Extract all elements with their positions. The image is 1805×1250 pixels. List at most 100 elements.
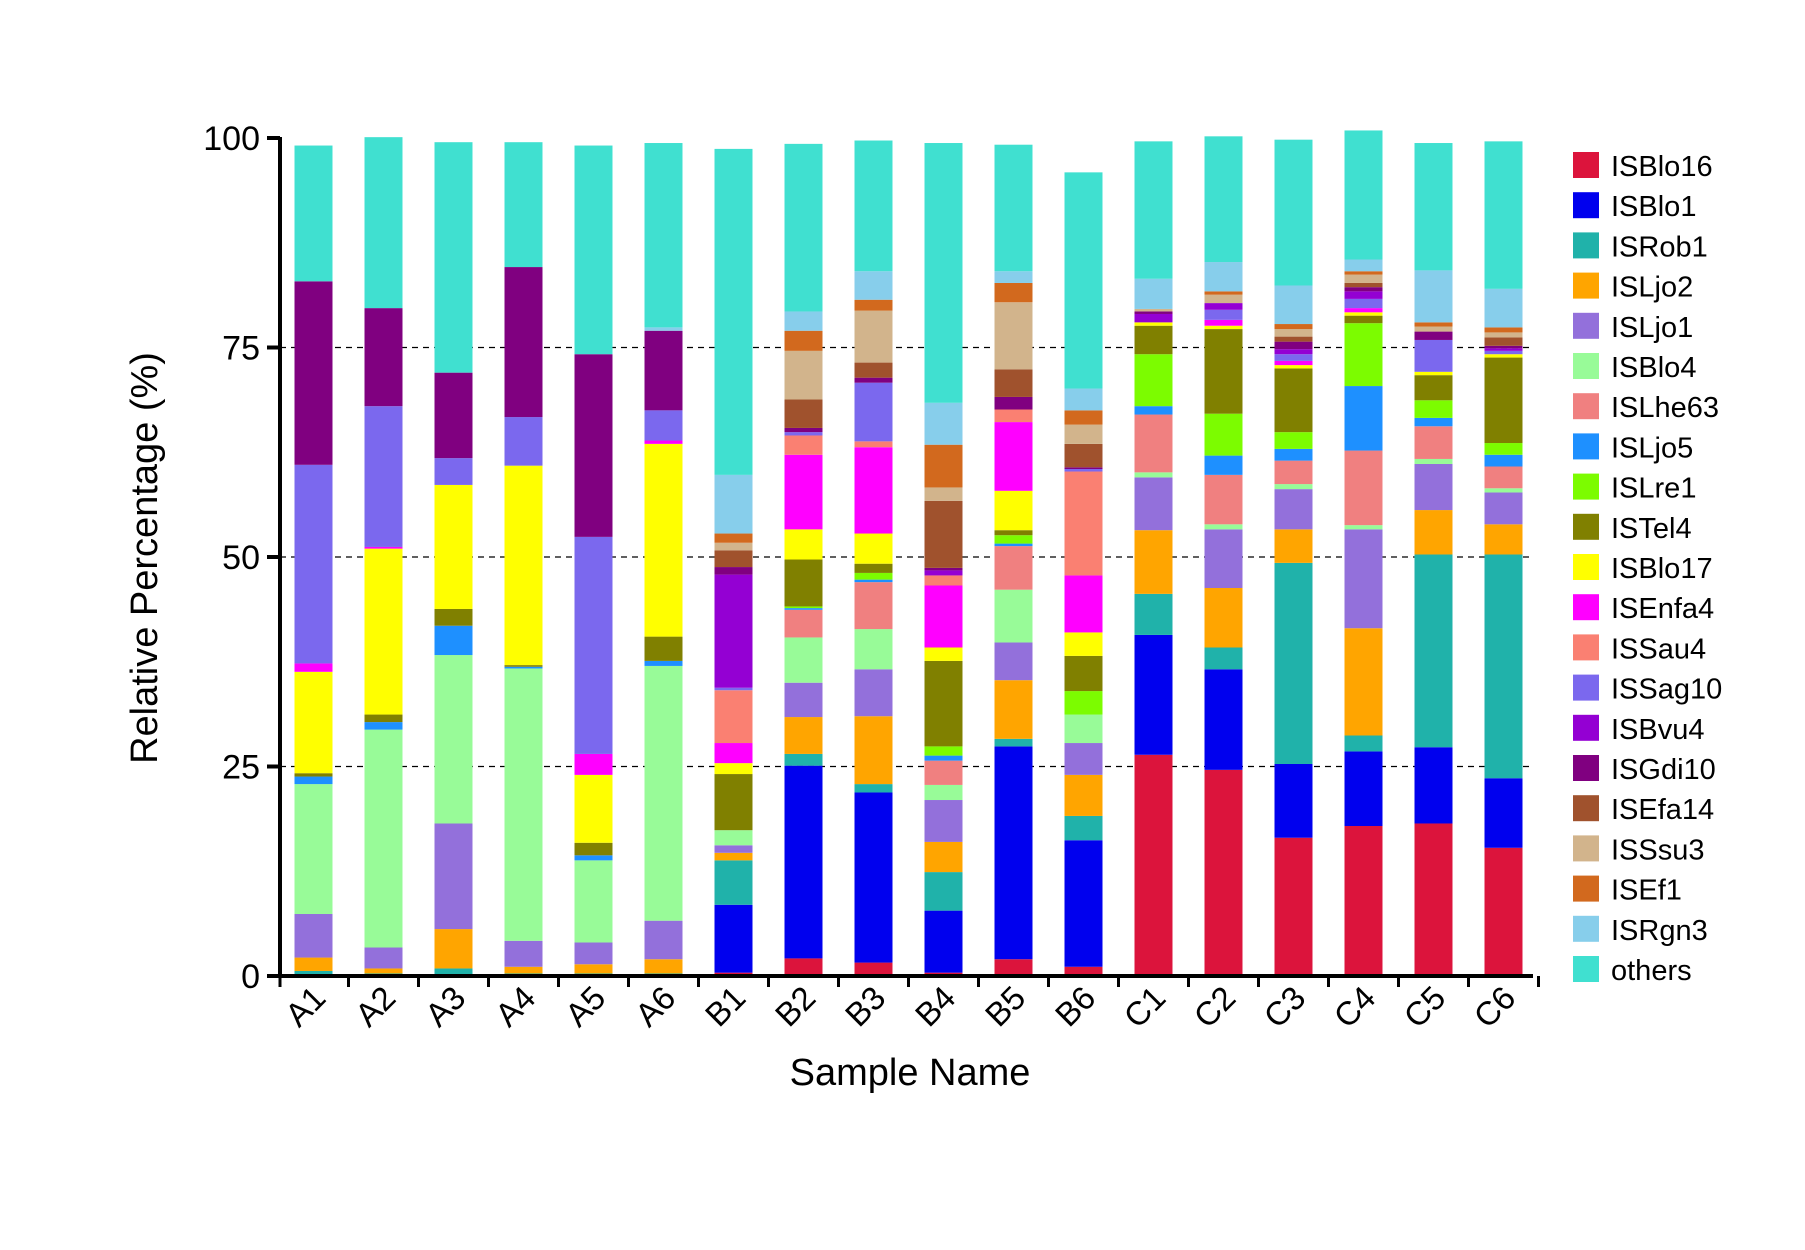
bar-segment	[714, 574, 753, 688]
bar-stack	[854, 140, 893, 976]
bar-segment	[1344, 298, 1383, 309]
bar-segment	[504, 142, 543, 268]
bar-segment	[574, 536, 613, 754]
bar-segment	[364, 947, 403, 969]
legend-label: others	[1611, 955, 1692, 987]
bar-segment	[714, 743, 753, 764]
bar-segment	[504, 668, 543, 941]
bar-segment	[1414, 463, 1453, 511]
bar-segment	[784, 311, 823, 331]
bar-segment	[854, 716, 893, 785]
bar-segment	[1274, 529, 1313, 563]
bar-segment	[1204, 319, 1243, 326]
bar-segment	[1134, 634, 1173, 755]
bar-segment	[784, 143, 823, 312]
bar-segment	[714, 774, 753, 831]
bar-segment	[1344, 825, 1383, 976]
bar-stack	[994, 144, 1033, 976]
bar-segment	[1064, 424, 1103, 444]
legend-item: ISLhe63	[1573, 392, 1719, 424]
bar-segment	[434, 484, 473, 609]
bar-segment	[854, 382, 893, 442]
bar-segment	[854, 271, 893, 300]
bar-segment	[854, 792, 893, 963]
bar-segment	[1064, 471, 1103, 576]
bar-segment	[574, 964, 613, 974]
legend-item: ISGdi10	[1573, 754, 1716, 786]
bar-stack	[574, 145, 613, 976]
bar-segment	[924, 660, 963, 747]
bar-segment	[1414, 426, 1453, 459]
bar-stack	[1204, 136, 1243, 976]
bar-segment	[1064, 467, 1103, 470]
bar-segment	[784, 753, 823, 766]
bar-segment	[854, 579, 893, 583]
bar-segment	[1344, 291, 1383, 299]
bar-segment	[574, 842, 613, 856]
bar-segment	[1134, 322, 1173, 326]
bar-segment	[784, 330, 823, 351]
bar-segment	[994, 680, 1033, 739]
bar-segment	[1064, 966, 1103, 976]
bar-segment	[504, 973, 543, 975]
bar-segment	[294, 784, 333, 914]
x-tick-label: B1	[698, 979, 753, 1034]
bar-segment	[574, 973, 613, 975]
bar-segment	[854, 582, 893, 630]
bar-segment	[644, 327, 683, 331]
bar-segment	[924, 444, 963, 488]
bar-segment	[1484, 348, 1523, 351]
bar-segment	[924, 760, 963, 785]
bar-segment	[994, 396, 1033, 410]
bar-segment	[1414, 823, 1453, 976]
x-tick-label: A5	[558, 979, 613, 1034]
legend-label: ISTel4	[1611, 513, 1692, 545]
bar-segment	[1414, 331, 1453, 340]
legend-swatch	[1573, 473, 1599, 500]
bar-segment	[294, 957, 333, 971]
bar-segment	[854, 299, 893, 311]
bar-segment	[1064, 575, 1103, 633]
bar-segment	[1134, 593, 1173, 635]
legend-item: ISSag10	[1573, 674, 1722, 706]
bar-segment	[1204, 413, 1243, 456]
bar-segment	[1274, 285, 1313, 325]
bar-segment	[434, 625, 473, 656]
bar-segment	[644, 959, 683, 974]
x-tick-label: C6	[1466, 979, 1522, 1035]
bar-segment	[644, 660, 683, 666]
bar-segment	[294, 464, 333, 664]
bar-segment	[1344, 315, 1383, 324]
legend-swatch	[1573, 634, 1599, 661]
bar-segment	[1204, 455, 1243, 475]
bar-segment	[1204, 647, 1243, 670]
legend-label: ISLjo5	[1611, 432, 1693, 464]
bar-segment	[784, 432, 823, 436]
legend-label: ISSau4	[1611, 633, 1706, 665]
legend-label: ISBlo16	[1611, 151, 1713, 183]
legend-label: ISBvu4	[1611, 714, 1705, 746]
bar-segment	[574, 860, 613, 943]
legend-swatch	[1573, 353, 1599, 379]
legend-item: ISEfa14	[1573, 794, 1714, 826]
bar-segment	[714, 550, 753, 568]
bar-segment	[644, 636, 683, 661]
bar-stack	[364, 137, 403, 976]
bar-segment	[714, 845, 753, 853]
bar-stack	[1134, 141, 1173, 976]
bar-segment	[1484, 492, 1523, 525]
legend-swatch	[1573, 513, 1599, 540]
legend-label: ISBlo4	[1611, 352, 1696, 384]
legend-swatch	[1573, 875, 1599, 902]
legend-item: ISBlo16	[1573, 151, 1713, 183]
bar-segment	[1274, 354, 1313, 361]
bar-segment	[714, 852, 753, 861]
legend-swatch	[1573, 835, 1599, 862]
bar-segment	[1414, 270, 1453, 323]
bar-segment	[1274, 336, 1313, 342]
legend-item: ISBlo17	[1573, 553, 1713, 585]
bar-segment	[434, 142, 473, 373]
bar-segment	[994, 959, 1033, 976]
bar-segment	[364, 722, 403, 730]
legend-item: ISBvu4	[1573, 714, 1705, 746]
